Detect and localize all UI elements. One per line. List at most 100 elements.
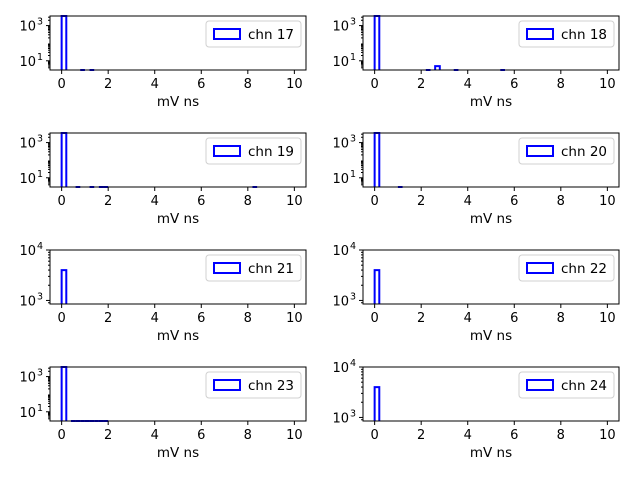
axes-frame xyxy=(362,132,620,188)
legend-box xyxy=(205,371,302,399)
y-tick-label: 10 xyxy=(332,137,349,152)
x-axis-label: mV ns xyxy=(470,211,512,227)
legend-box xyxy=(205,137,302,165)
x-tick-label: 6 xyxy=(197,428,205,443)
y-tick-label: 10 xyxy=(332,20,349,35)
legend-label: chn 21 xyxy=(248,261,294,277)
y-tick-exponent: 3 xyxy=(37,17,43,28)
axes-frame xyxy=(362,15,620,71)
x-tick-label: 8 xyxy=(244,311,252,326)
y-tick-exponent: 3 xyxy=(350,17,356,28)
y-tick-exponent: 3 xyxy=(350,291,356,302)
x-tick-label: 6 xyxy=(510,194,518,209)
histogram-bar xyxy=(60,15,68,70)
y-tick-exponent: 1 xyxy=(350,169,356,180)
y-tick-exponent: 3 xyxy=(350,408,356,419)
legend-label: chn 22 xyxy=(561,261,607,277)
x-tick-label: 0 xyxy=(370,428,378,443)
axes-frame xyxy=(49,15,307,71)
y-tick-label: 10 xyxy=(332,172,349,187)
x-tick-label: 4 xyxy=(464,77,472,92)
legend-swatch xyxy=(213,379,241,391)
legend-label: chn 20 xyxy=(561,144,607,160)
histogram-bar xyxy=(60,269,68,304)
x-tick-label: 0 xyxy=(370,311,378,326)
histogram-bar xyxy=(434,65,441,70)
x-tick-label: 8 xyxy=(244,194,252,209)
x-tick-label: 0 xyxy=(57,428,65,443)
y-tick-exponent: 1 xyxy=(37,403,43,414)
x-axis-label: mV ns xyxy=(157,211,199,227)
x-tick-label: 10 xyxy=(286,428,303,443)
y-tick-exponent: 4 xyxy=(350,241,356,252)
x-tick-label: 10 xyxy=(599,311,616,326)
x-axis-label: mV ns xyxy=(470,445,512,461)
legend-swatch xyxy=(213,28,241,40)
x-tick-label: 4 xyxy=(464,311,472,326)
y-tick-exponent: 3 xyxy=(37,134,43,145)
x-tick-label: 2 xyxy=(417,77,425,92)
y-tick-label: 10 xyxy=(19,137,36,152)
x-tick-label: 10 xyxy=(599,428,616,443)
legend-label: chn 23 xyxy=(248,378,294,394)
x-tick-label: 2 xyxy=(104,77,112,92)
x-axis-label: mV ns xyxy=(157,328,199,344)
axes-frame xyxy=(49,249,307,305)
y-tick-exponent: 4 xyxy=(350,358,356,369)
legend-swatch xyxy=(526,28,554,40)
x-axis-label: mV ns xyxy=(157,445,199,461)
x-tick-label: 8 xyxy=(244,428,252,443)
x-tick-label: 10 xyxy=(286,77,303,92)
y-tick-label: 10 xyxy=(19,244,36,259)
x-tick-label: 8 xyxy=(244,77,252,92)
y-tick-label: 10 xyxy=(19,371,36,386)
x-tick-label: 8 xyxy=(557,194,565,209)
x-tick-label: 2 xyxy=(417,428,425,443)
legend-box xyxy=(518,371,615,399)
legend-swatch xyxy=(526,262,554,274)
x-tick-label: 0 xyxy=(370,194,378,209)
y-tick-label: 10 xyxy=(332,55,349,70)
x-tick-label: 6 xyxy=(197,77,205,92)
legend-swatch xyxy=(213,145,241,157)
x-axis-label: mV ns xyxy=(470,328,512,344)
x-axis-label: mV ns xyxy=(157,94,199,110)
histogram-bar xyxy=(373,15,381,70)
axes-frame xyxy=(362,366,620,422)
x-tick-label: 2 xyxy=(417,194,425,209)
y-tick-exponent: 3 xyxy=(37,368,43,379)
x-tick-label: 0 xyxy=(57,194,65,209)
y-tick-label: 10 xyxy=(19,55,36,70)
y-tick-exponent: 3 xyxy=(37,291,43,302)
x-tick-label: 8 xyxy=(557,428,565,443)
x-tick-label: 6 xyxy=(510,428,518,443)
x-tick-label: 10 xyxy=(599,77,616,92)
y-tick-exponent: 1 xyxy=(37,169,43,180)
histogram-bar xyxy=(373,386,381,421)
x-tick-label: 6 xyxy=(510,311,518,326)
y-tick-label: 10 xyxy=(332,411,349,426)
x-tick-label: 2 xyxy=(104,194,112,209)
x-tick-label: 4 xyxy=(151,194,159,209)
x-tick-label: 6 xyxy=(510,77,518,92)
histogram-bar xyxy=(373,269,381,304)
x-tick-label: 0 xyxy=(57,77,65,92)
x-tick-label: 0 xyxy=(370,77,378,92)
x-tick-label: 6 xyxy=(197,194,205,209)
y-tick-label: 10 xyxy=(19,294,36,309)
legend-box xyxy=(205,254,302,282)
x-tick-label: 2 xyxy=(417,311,425,326)
x-tick-label: 4 xyxy=(464,194,472,209)
legend-label: chn 17 xyxy=(248,27,294,43)
legend-swatch xyxy=(526,145,554,157)
x-tick-label: 10 xyxy=(286,194,303,209)
y-tick-exponent: 3 xyxy=(350,134,356,145)
x-tick-label: 8 xyxy=(557,311,565,326)
legend-box xyxy=(518,254,615,282)
axes-frame xyxy=(49,366,307,422)
